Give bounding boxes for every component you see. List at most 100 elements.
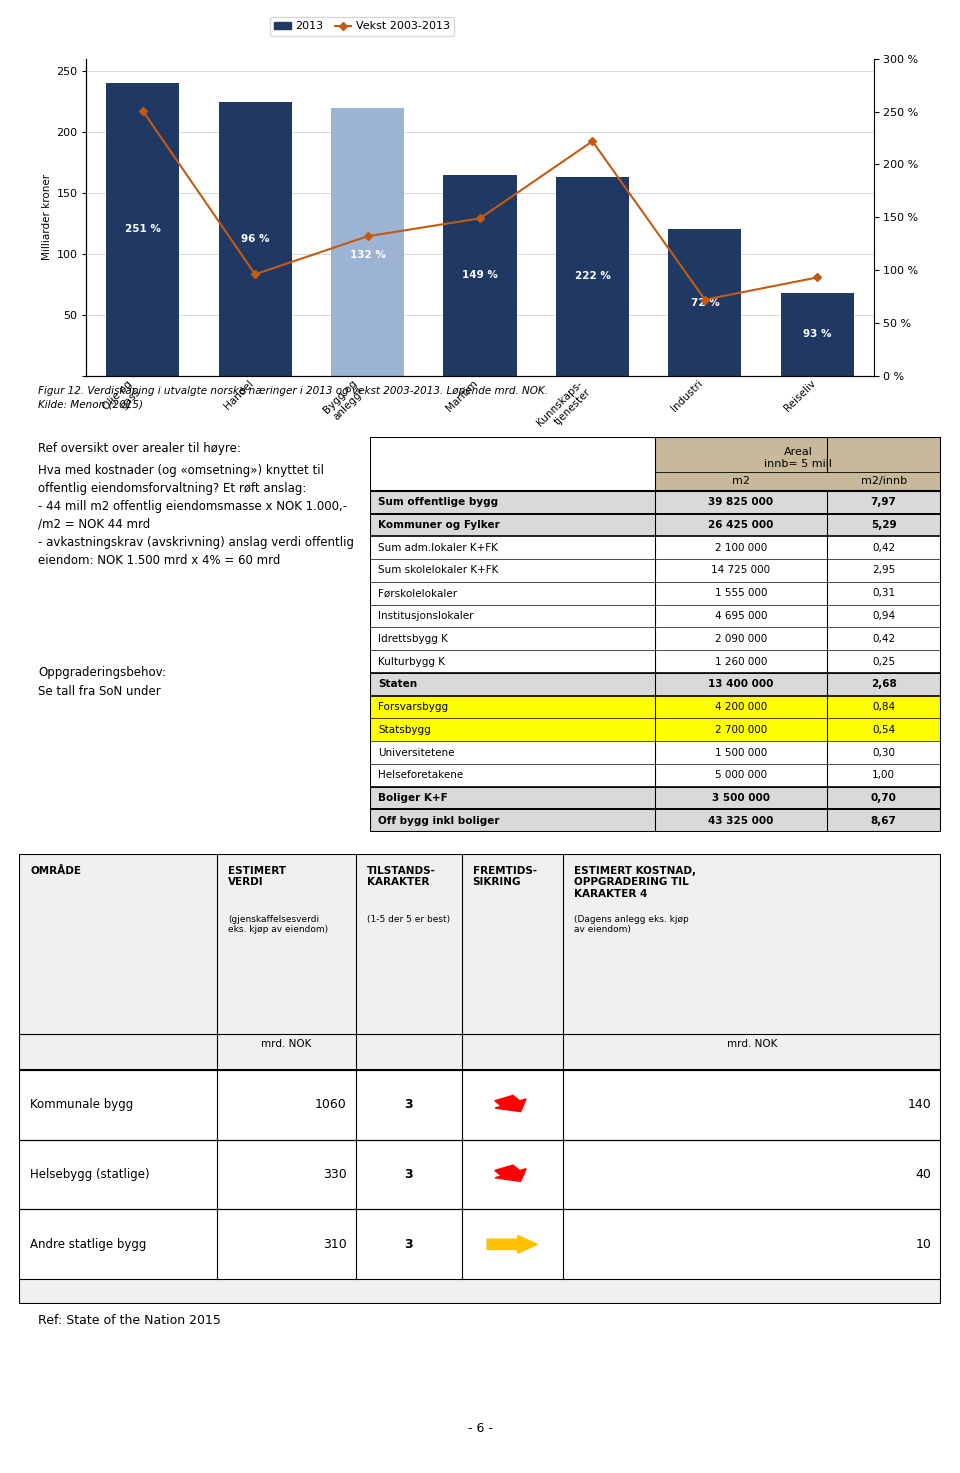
- Text: 4 695 000: 4 695 000: [714, 611, 767, 622]
- Bar: [370, 582, 941, 604]
- Text: 5 000 000: 5 000 000: [715, 770, 767, 781]
- Text: Forsvarsbygg: Forsvarsbygg: [378, 703, 448, 711]
- Text: m2/innb: m2/innb: [860, 476, 907, 486]
- Text: Areal: Areal: [783, 448, 812, 457]
- Bar: [556, 177, 629, 376]
- Text: 330: 330: [323, 1168, 347, 1181]
- Bar: [370, 719, 941, 741]
- Text: 1 500 000: 1 500 000: [715, 748, 767, 757]
- Text: 0,54: 0,54: [872, 725, 896, 735]
- Bar: [370, 810, 941, 832]
- Text: 2,68: 2,68: [871, 679, 897, 689]
- Text: 2 700 000: 2 700 000: [715, 725, 767, 735]
- Text: 10: 10: [916, 1237, 931, 1251]
- Text: Ref oversikt over arealer til høyre:: Ref oversikt over arealer til høyre:: [38, 442, 241, 455]
- Text: -: -: [132, 383, 135, 393]
- Text: 251 %: 251 %: [125, 224, 160, 234]
- Bar: [370, 673, 941, 695]
- Text: 2 090 000: 2 090 000: [715, 633, 767, 644]
- Bar: [370, 560, 941, 582]
- Text: 8,67: 8,67: [871, 816, 897, 826]
- Text: 93 %: 93 %: [804, 328, 831, 339]
- Text: 0,25: 0,25: [872, 657, 896, 666]
- Text: mrd. NOK: mrd. NOK: [727, 1038, 777, 1049]
- Bar: [370, 437, 655, 491]
- Text: Førskolelokaler: Førskolelokaler: [378, 588, 457, 598]
- Text: 140: 140: [908, 1099, 931, 1111]
- Text: Idrettsbygg K: Idrettsbygg K: [378, 633, 448, 644]
- Text: 222 %: 222 %: [574, 271, 611, 281]
- Text: innb= 5 mill: innb= 5 mill: [764, 460, 832, 470]
- Legend: 2013, Vekst 2003-2013: 2013, Vekst 2003-2013: [270, 18, 454, 35]
- Text: 3: 3: [404, 1099, 413, 1111]
- Text: FREMTIDS-
SIKRING: FREMTIDS- SIKRING: [472, 866, 537, 887]
- Text: 0,94: 0,94: [872, 611, 896, 622]
- Text: 0,84: 0,84: [872, 703, 896, 711]
- Text: Universitetene: Universitetene: [378, 748, 455, 757]
- FancyArrow shape: [487, 1236, 538, 1254]
- Text: 26 425 000: 26 425 000: [708, 520, 774, 530]
- Text: 72 %: 72 %: [690, 298, 719, 308]
- Text: 40: 40: [916, 1168, 931, 1181]
- Text: 3: 3: [404, 1237, 413, 1251]
- Text: Sum adm.lokaler K+FK: Sum adm.lokaler K+FK: [378, 542, 498, 552]
- Bar: [370, 787, 941, 810]
- Text: Institusjonslokaler: Institusjonslokaler: [378, 611, 473, 622]
- Text: Sum skolelokaler K+FK: Sum skolelokaler K+FK: [378, 566, 498, 576]
- Text: Kommunale bygg: Kommunale bygg: [31, 1099, 133, 1111]
- Text: 39 825 000: 39 825 000: [708, 498, 774, 507]
- Text: (Dagens anlegg eks. kjøp
av eiendom): (Dagens anlegg eks. kjøp av eiendom): [574, 915, 688, 934]
- FancyArrow shape: [494, 1165, 526, 1181]
- Text: Boliger K+F: Boliger K+F: [378, 792, 448, 803]
- Text: OMRÅDE: OMRÅDE: [31, 866, 82, 875]
- Bar: [370, 650, 941, 673]
- Text: Sum offentlige bygg: Sum offentlige bygg: [378, 498, 498, 507]
- Text: Figur 12. Verdiskaping i utvalgte norske næringer i 2013 og vekst 2003-2013. Løp: Figur 12. Verdiskaping i utvalgte norske…: [38, 386, 548, 409]
- Bar: [19, 1069, 941, 1140]
- Text: Off bygg inkl boliger: Off bygg inkl boliger: [378, 816, 499, 826]
- Bar: [668, 230, 741, 376]
- Text: (1-5 der 5 er best): (1-5 der 5 er best): [367, 915, 450, 924]
- Bar: [331, 108, 404, 376]
- Text: 2,95: 2,95: [872, 566, 896, 576]
- Y-axis label: Milliarder kroner: Milliarder kroner: [42, 174, 52, 261]
- Text: 7,97: 7,97: [871, 498, 897, 507]
- Bar: [106, 84, 180, 376]
- Text: 96 %: 96 %: [241, 234, 270, 243]
- Text: 3: 3: [404, 1168, 413, 1181]
- Text: 1,00: 1,00: [873, 770, 895, 781]
- Text: Helseforetakene: Helseforetakene: [378, 770, 464, 781]
- Bar: [370, 695, 941, 719]
- Text: 14 725 000: 14 725 000: [711, 566, 771, 576]
- FancyArrow shape: [494, 1096, 526, 1112]
- Text: Kulturbygg K: Kulturbygg K: [378, 657, 445, 666]
- Bar: [370, 627, 941, 650]
- Text: mrd. NOK: mrd. NOK: [261, 1038, 312, 1049]
- Text: 149 %: 149 %: [462, 270, 498, 280]
- Text: 310: 310: [323, 1237, 347, 1251]
- Text: 0,42: 0,42: [872, 542, 896, 552]
- Bar: [19, 1140, 941, 1209]
- Text: 1 555 000: 1 555 000: [714, 588, 767, 598]
- Bar: [780, 293, 853, 376]
- Text: Hva med kostnader (og «omsetning») knyttet til
offentlig eiendomsforvaltning? Et: Hva med kostnader (og «omsetning») knytt…: [38, 464, 354, 567]
- Text: 13 400 000: 13 400 000: [708, 679, 774, 689]
- Text: 3 500 000: 3 500 000: [712, 792, 770, 803]
- Text: 132 %: 132 %: [349, 250, 386, 261]
- Bar: [370, 514, 941, 536]
- Bar: [219, 102, 292, 376]
- Bar: [370, 604, 941, 627]
- Text: 1 260 000: 1 260 000: [714, 657, 767, 666]
- Text: 0,70: 0,70: [871, 792, 897, 803]
- Text: Oppgraderingsbehov:
Se tall fra SoN under: Oppgraderingsbehov: Se tall fra SoN unde…: [38, 666, 166, 698]
- Bar: [370, 741, 941, 764]
- Text: m2: m2: [732, 476, 750, 486]
- Text: (gjenskaffelsesverdi
eks. kjøp av eiendom): (gjenskaffelsesverdi eks. kjøp av eiendo…: [228, 915, 328, 934]
- Text: - 6 -: - 6 -: [468, 1423, 492, 1435]
- Text: 4 200 000: 4 200 000: [715, 703, 767, 711]
- Bar: [370, 491, 941, 514]
- Text: ESTIMERT
VERDI: ESTIMERT VERDI: [228, 866, 286, 887]
- Text: ESTIMERT KOSTNAD,
OPPGRADERING TIL
KARAKTER 4: ESTIMERT KOSTNAD, OPPGRADERING TIL KARAK…: [574, 866, 696, 899]
- Text: Staten: Staten: [378, 679, 418, 689]
- Text: Ref: State of the Nation 2015: Ref: State of the Nation 2015: [38, 1314, 221, 1327]
